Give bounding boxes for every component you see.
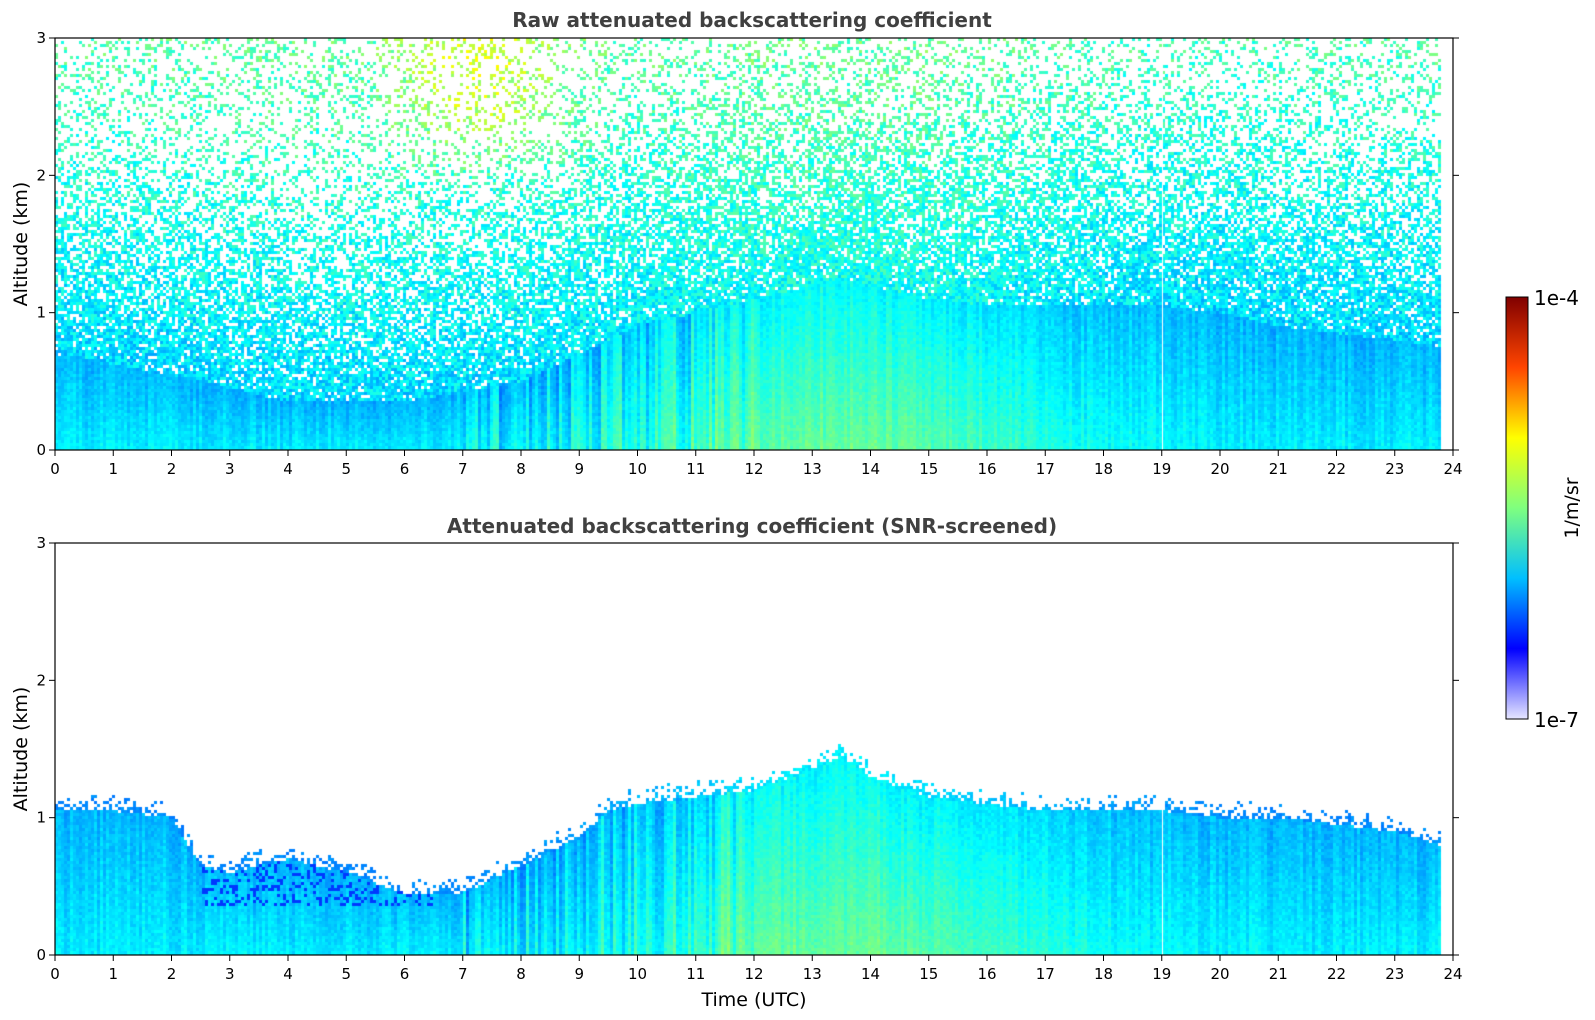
x-tick-label: 24 xyxy=(1443,965,1462,983)
x-tick-label: 10 xyxy=(628,460,647,478)
screened-heatmap-image xyxy=(55,543,1453,955)
y-tick-label: 3 xyxy=(36,29,46,47)
x-tick-label: 12 xyxy=(744,965,763,983)
panel-screened-ylabel: Altitude (km) xyxy=(10,687,32,812)
y-tick-label: 2 xyxy=(36,671,46,689)
colorbar-min-label: 1e-7 xyxy=(1534,708,1579,732)
x-tick-label: 0 xyxy=(50,965,60,983)
x-tick-label: 2 xyxy=(167,460,177,478)
x-tick-label: 1 xyxy=(108,460,118,478)
x-tick-label: 10 xyxy=(628,965,647,983)
x-tick-label: 3 xyxy=(225,965,235,983)
x-tick-label: 14 xyxy=(861,460,880,478)
x-tick-label: 4 xyxy=(283,460,293,478)
panel-raw-title: Raw attenuated backscattering coefficien… xyxy=(512,8,992,32)
colorbar-max-label: 1e-4 xyxy=(1534,286,1579,310)
raw-heatmap-image xyxy=(55,38,1453,450)
x-tick-label: 16 xyxy=(977,460,996,478)
x-tick-label: 8 xyxy=(516,460,526,478)
x-tick-label: 23 xyxy=(1385,965,1404,983)
x-tick-label: 11 xyxy=(686,965,705,983)
panel-screened-xlabel: Time (UTC) xyxy=(700,989,806,1011)
y-tick-label: 1 xyxy=(36,809,46,827)
x-tick-label: 14 xyxy=(861,965,880,983)
x-tick-label: 9 xyxy=(574,460,584,478)
y-tick-label: 0 xyxy=(36,946,46,964)
panel-raw-y-ticks: 0 1 2 3 xyxy=(36,29,1459,459)
x-tick-label: 21 xyxy=(1269,460,1288,478)
x-tick-label: 0 xyxy=(50,460,60,478)
y-tick-label: 0 xyxy=(36,441,46,459)
x-tick-label: 13 xyxy=(803,965,822,983)
panel-raw-plot-area xyxy=(55,38,1453,450)
x-tick-label: 6 xyxy=(400,965,410,983)
x-tick-label: 20 xyxy=(1210,460,1229,478)
x-tick-label: 9 xyxy=(574,965,584,983)
panel-raw: Raw attenuated backscattering coefficien… xyxy=(10,8,1463,478)
panel-screened-y-ticks: 0 1 2 3 xyxy=(36,534,1459,964)
x-tick-label: 15 xyxy=(919,460,938,478)
x-tick-label: 7 xyxy=(458,460,468,478)
y-tick-label: 2 xyxy=(36,166,46,184)
x-tick-label: 8 xyxy=(516,965,526,983)
x-tick-label: 18 xyxy=(1094,460,1113,478)
x-tick-label: 1 xyxy=(108,965,118,983)
panel-raw-ylabel: Altitude (km) xyxy=(10,182,32,307)
x-tick-label: 22 xyxy=(1327,460,1346,478)
x-tick-label: 5 xyxy=(341,460,351,478)
y-tick-label: 1 xyxy=(36,304,46,322)
x-tick-label: 7 xyxy=(458,965,468,983)
x-tick-label: 3 xyxy=(225,460,235,478)
colorbar-label: 1/m/sr xyxy=(1561,477,1583,538)
panel-screened-x-ticks: 0 1 2 3 4 5 6 7 8 9 10 11 12 13 14 15 16 17 18 19 20 21 22 23 24 xyxy=(50,955,1463,983)
x-tick-label: 4 xyxy=(283,965,293,983)
panel-screened-title: Attenuated backscattering coefficient (S… xyxy=(447,514,1057,538)
panel-screened-plot-area xyxy=(55,543,1453,955)
x-tick-label: 18 xyxy=(1094,965,1113,983)
panel-screened: Attenuated backscattering coefficient (S… xyxy=(10,514,1463,1011)
x-tick-label: 11 xyxy=(686,460,705,478)
x-tick-label: 24 xyxy=(1443,460,1462,478)
x-tick-label: 6 xyxy=(400,460,410,478)
x-tick-label: 2 xyxy=(167,965,177,983)
x-tick-label: 19 xyxy=(1152,460,1171,478)
x-tick-label: 23 xyxy=(1385,460,1404,478)
x-tick-label: 17 xyxy=(1036,965,1055,983)
x-tick-label: 22 xyxy=(1327,965,1346,983)
colorbar: 1e-4 1e-7 1/m/sr xyxy=(1505,286,1583,732)
x-tick-label: 19 xyxy=(1152,965,1171,983)
x-tick-label: 12 xyxy=(744,460,763,478)
x-tick-label: 17 xyxy=(1036,460,1055,478)
x-tick-label: 21 xyxy=(1269,965,1288,983)
x-tick-label: 16 xyxy=(977,965,996,983)
panel-raw-x-ticks: 0 1 2 3 4 5 6 7 8 9 10 11 12 13 14 15 16 17 18 19 20 21 22 23 24 xyxy=(50,450,1463,478)
x-tick-label: 13 xyxy=(803,460,822,478)
x-tick-label: 20 xyxy=(1210,965,1229,983)
x-tick-label: 15 xyxy=(919,965,938,983)
x-tick-label: 5 xyxy=(341,965,351,983)
y-tick-label: 3 xyxy=(36,534,46,552)
colorbar-gradient xyxy=(1505,296,1529,720)
